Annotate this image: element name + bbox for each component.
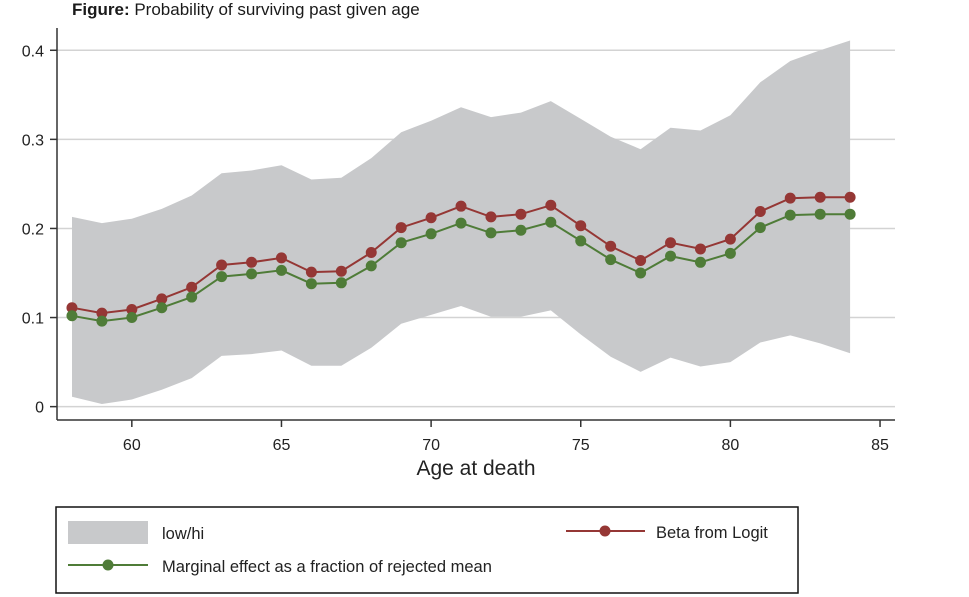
- legend-swatch-beta-marker: [599, 525, 611, 537]
- data-point-marginal-effect-as-a-fraction-of-rejected-mean: [216, 271, 228, 283]
- data-point-marginal-effect-as-a-fraction-of-rejected-mean: [275, 264, 287, 276]
- data-point-beta-from-logit: [96, 307, 108, 319]
- data-point-beta-from-logit: [455, 200, 467, 212]
- figure-title: Figure: Probability of surviving past gi…: [72, 0, 420, 20]
- data-point-marginal-effect-as-a-fraction-of-rejected-mean: [66, 310, 78, 322]
- data-point-marginal-effect-as-a-fraction-of-rejected-mean: [156, 302, 168, 314]
- y-tick-label: 0.1: [22, 311, 44, 328]
- data-point-beta-from-logit: [485, 211, 497, 223]
- data-point-marginal-effect-as-a-fraction-of-rejected-mean: [844, 208, 856, 220]
- y-tick-label: 0.3: [22, 132, 44, 149]
- data-point-beta-from-logit: [784, 192, 796, 204]
- data-point-marginal-effect-as-a-fraction-of-rejected-mean: [575, 235, 587, 247]
- data-point-beta-from-logit: [694, 243, 706, 255]
- legend-swatch-low-hi: [68, 521, 148, 544]
- data-point-marginal-effect-as-a-fraction-of-rejected-mean: [485, 227, 497, 239]
- data-point-marginal-effect-as-a-fraction-of-rejected-mean: [635, 267, 647, 279]
- x-tick-label: 80: [721, 437, 739, 454]
- data-point-beta-from-logit: [246, 256, 258, 268]
- data-point-beta-from-logit: [156, 293, 168, 305]
- x-axis-label: Age at death: [416, 457, 535, 480]
- legend: low/hi Beta from Logit Marginal effect a…: [55, 506, 799, 594]
- series-lines: [66, 191, 856, 327]
- data-point-beta-from-logit: [545, 199, 557, 211]
- data-point-marginal-effect-as-a-fraction-of-rejected-mean: [784, 209, 796, 221]
- data-point-beta-from-logit: [66, 302, 78, 314]
- x-tick-label: 70: [422, 437, 440, 454]
- data-point-beta-from-logit: [754, 206, 766, 218]
- data-point-beta-from-logit: [186, 281, 198, 293]
- data-point-beta-from-logit: [395, 222, 407, 234]
- x-tick-label: 85: [871, 437, 889, 454]
- y-tick-label: 0.2: [22, 221, 44, 238]
- data-point-beta-from-logit: [665, 237, 677, 249]
- legend-label-low-hi: low/hi: [162, 525, 204, 543]
- data-point-marginal-effect-as-a-fraction-of-rejected-mean: [754, 222, 766, 234]
- data-point-marginal-effect-as-a-fraction-of-rejected-mean: [545, 216, 557, 228]
- data-point-beta-from-logit: [724, 233, 736, 245]
- data-point-marginal-effect-as-a-fraction-of-rejected-mean: [96, 315, 108, 327]
- data-point-beta-from-logit: [305, 266, 317, 278]
- data-point-marginal-effect-as-a-fraction-of-rejected-mean: [186, 291, 198, 303]
- y-axis-ticks: 0 0.1 0.2 0.3 0.4: [22, 43, 57, 417]
- data-point-marginal-effect-as-a-fraction-of-rejected-mean: [724, 247, 736, 259]
- legend-label-marginal-effect: Marginal effect as a fraction of rejecte…: [162, 558, 492, 576]
- x-tick-label: 65: [273, 437, 291, 454]
- legend-box: [55, 506, 799, 594]
- y-tick-label: 0: [35, 400, 44, 417]
- data-point-beta-from-logit: [575, 220, 587, 232]
- x-tick-label: 75: [572, 437, 590, 454]
- data-point-marginal-effect-as-a-fraction-of-rejected-mean: [246, 268, 258, 280]
- data-point-marginal-effect-as-a-fraction-of-rejected-mean: [694, 256, 706, 268]
- data-point-marginal-effect-as-a-fraction-of-rejected-mean: [425, 228, 437, 240]
- data-point-beta-from-logit: [275, 252, 287, 264]
- data-point-beta-from-logit: [425, 212, 437, 224]
- x-axis-ticks: 60 65 70 75 80 85: [123, 420, 889, 454]
- data-point-marginal-effect-as-a-fraction-of-rejected-mean: [395, 237, 407, 249]
- data-point-beta-from-logit: [365, 247, 377, 259]
- data-point-beta-from-logit: [844, 191, 856, 203]
- data-point-beta-from-logit: [126, 304, 138, 316]
- axes: [56, 28, 895, 421]
- figure-title-text: Probability of surviving past given age: [134, 0, 420, 19]
- data-point-beta-from-logit: [335, 265, 347, 277]
- data-point-beta-from-logit: [605, 240, 617, 252]
- data-point-marginal-effect-as-a-fraction-of-rejected-mean: [335, 277, 347, 289]
- data-point-marginal-effect-as-a-fraction-of-rejected-mean: [605, 254, 617, 266]
- data-point-marginal-effect-as-a-fraction-of-rejected-mean: [126, 312, 138, 324]
- data-point-beta-from-logit: [216, 259, 228, 271]
- data-point-marginal-effect-as-a-fraction-of-rejected-mean: [365, 260, 377, 272]
- data-point-marginal-effect-as-a-fraction-of-rejected-mean: [814, 208, 826, 220]
- legend-label-beta-from-logit: Beta from Logit: [656, 524, 768, 542]
- data-point-marginal-effect-as-a-fraction-of-rejected-mean: [665, 250, 677, 262]
- legend-swatch-marginal-marker: [102, 559, 114, 571]
- data-point-marginal-effect-as-a-fraction-of-rejected-mean: [455, 217, 467, 229]
- y-tick-label: 0.4: [22, 43, 44, 60]
- figure-title-prefix: Figure:: [72, 0, 130, 19]
- data-point-beta-from-logit: [635, 255, 647, 267]
- data-point-beta-from-logit: [515, 208, 527, 220]
- x-tick-label: 60: [123, 437, 141, 454]
- data-point-beta-from-logit: [814, 191, 826, 203]
- data-point-marginal-effect-as-a-fraction-of-rejected-mean: [515, 224, 527, 236]
- data-point-marginal-effect-as-a-fraction-of-rejected-mean: [305, 278, 317, 290]
